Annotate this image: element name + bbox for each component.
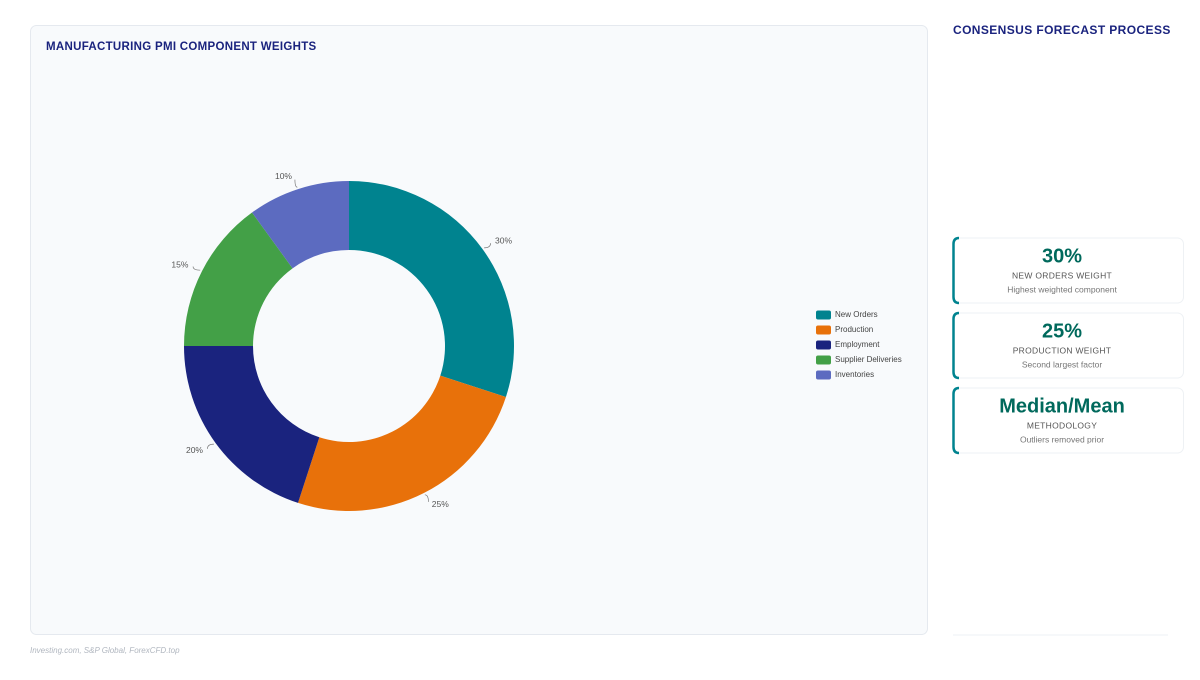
card-label: METHODOLOGY — [1027, 420, 1097, 430]
card-note: Outliers removed prior — [1020, 434, 1104, 444]
legend-swatch — [816, 355, 831, 365]
legend-swatch — [816, 340, 831, 350]
card-accent — [952, 386, 960, 455]
card-note: Highest weighted component — [1007, 284, 1117, 294]
card-value: 30% — [1042, 245, 1082, 267]
legend-swatch — [816, 310, 831, 320]
leader-line — [207, 443, 214, 449]
leader-line — [484, 243, 491, 249]
card-value: 25% — [1042, 320, 1082, 342]
legend-label: Supplier Deliveries — [835, 355, 902, 364]
donut-slice — [349, 181, 514, 397]
value-label: 30% — [495, 236, 512, 246]
leader-line — [294, 179, 298, 188]
card-note: Second largest factor — [1022, 359, 1102, 369]
legend-label: Employment — [835, 340, 880, 349]
card-label: PRODUCTION WEIGHT — [1013, 345, 1112, 355]
value-label: 25% — [432, 499, 449, 509]
panel-title: CONSENSUS FORECAST PROCESS — [953, 23, 1171, 37]
value-label: 20% — [186, 445, 203, 455]
leader-line — [424, 494, 429, 502]
donut-slice — [252, 181, 349, 269]
legend-swatch — [816, 325, 831, 335]
chart-title: MANUFACTURING PMI COMPONENT WEIGHTS — [46, 41, 317, 53]
legend-label: Inventories — [835, 370, 874, 379]
legend-swatch — [816, 370, 831, 380]
card-value: Median/Mean — [999, 395, 1125, 417]
leader-line — [192, 266, 201, 271]
value-label: 10% — [275, 171, 292, 181]
source: Investing.com, S&P Global, ForexCFD.top — [30, 646, 180, 655]
donut-slice — [298, 375, 506, 511]
value-label: 15% — [171, 259, 188, 269]
card-accent — [952, 236, 960, 305]
legend-label: Production — [835, 325, 873, 334]
donut-slice — [184, 212, 293, 346]
donut-slice — [184, 346, 320, 503]
legend-label: New Orders — [835, 310, 878, 319]
card-accent — [952, 311, 960, 380]
card-label: NEW ORDERS WEIGHT — [1012, 270, 1112, 280]
